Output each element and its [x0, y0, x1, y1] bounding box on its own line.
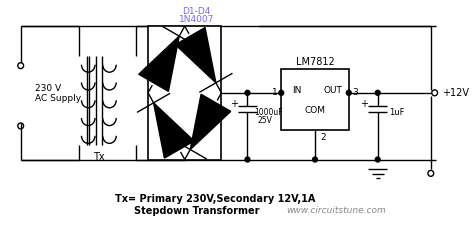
Circle shape	[245, 157, 250, 162]
Text: LM7812: LM7812	[296, 57, 334, 67]
Text: 3: 3	[353, 88, 358, 97]
Text: Tx: Tx	[93, 152, 105, 162]
Text: www.circuitstune.com: www.circuitstune.com	[286, 206, 386, 215]
Bar	[281, 69, 349, 130]
Circle shape	[375, 157, 380, 162]
Circle shape	[279, 90, 283, 95]
Text: Tx= Primary 230V,Secondary 12V,1A: Tx= Primary 230V,Secondary 12V,1A	[115, 194, 316, 204]
Polygon shape	[175, 27, 216, 83]
Text: AC Supply: AC Supply	[35, 94, 81, 103]
Circle shape	[375, 90, 380, 95]
Text: 230 V: 230 V	[35, 84, 61, 93]
Text: IN: IN	[292, 86, 301, 95]
Circle shape	[245, 90, 250, 95]
Text: OUT: OUT	[324, 86, 343, 95]
Circle shape	[312, 157, 318, 162]
Text: 1N4007: 1N4007	[179, 15, 214, 24]
Polygon shape	[139, 36, 179, 91]
Text: D1-D4: D1-D4	[182, 7, 210, 16]
Bar	[148, 26, 221, 159]
Text: +: +	[360, 99, 368, 109]
Circle shape	[346, 90, 351, 95]
Text: 1000uF: 1000uF	[255, 108, 283, 117]
Text: 25V: 25V	[257, 116, 272, 125]
Text: 1uF: 1uF	[389, 108, 405, 117]
Text: Stepdown Transformer: Stepdown Transformer	[134, 206, 259, 216]
Text: 1: 1	[272, 88, 277, 97]
Text: +12V: +12V	[442, 88, 469, 98]
Polygon shape	[190, 94, 231, 150]
Polygon shape	[154, 103, 194, 158]
Text: COM: COM	[304, 106, 326, 115]
Text: 2: 2	[320, 133, 326, 142]
Text: +: +	[230, 99, 238, 109]
